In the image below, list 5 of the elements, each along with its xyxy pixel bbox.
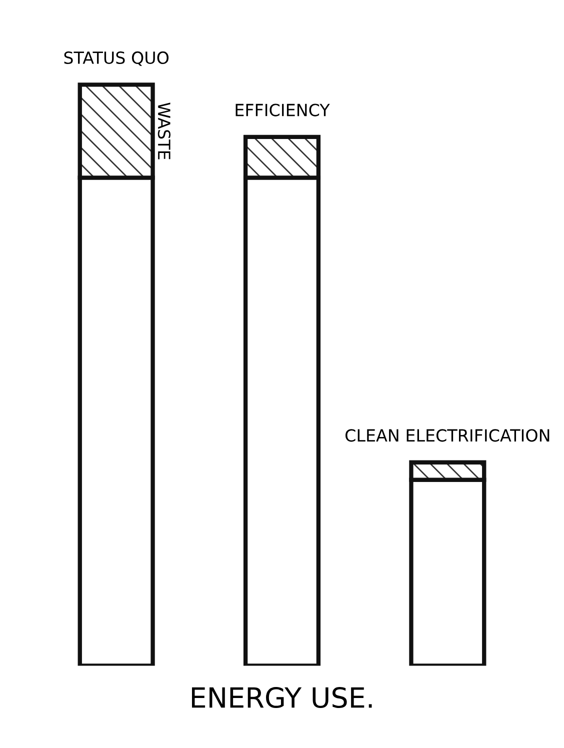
x-axis-title: ENERGY USE. (192, 687, 372, 708)
x-tick-label: CLEAN ELECTRIFICATION (346, 429, 550, 442)
x-tick-label: STATUS QUO (64, 51, 169, 66)
x-tick-label: EFFICIENCY (236, 104, 330, 116)
text: WASTE (158, 102, 170, 160)
